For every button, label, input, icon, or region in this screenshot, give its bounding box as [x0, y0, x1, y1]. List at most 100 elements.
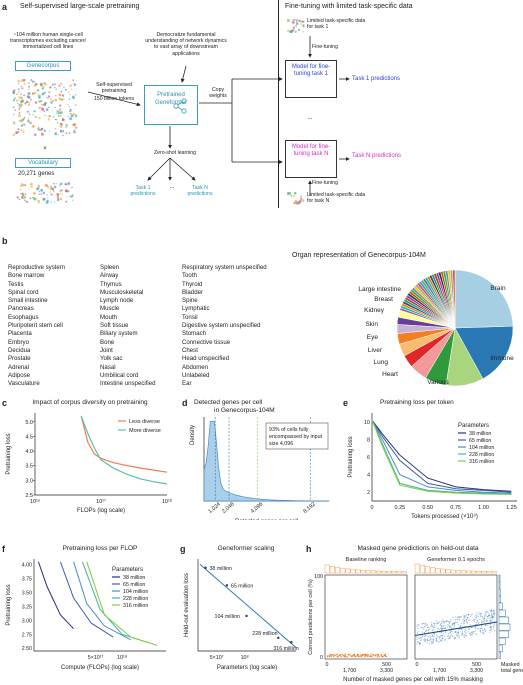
- umap-dot: [59, 197, 63, 201]
- h-right-point: [481, 628, 483, 630]
- h-right-point: [438, 638, 440, 640]
- umap-dot: [61, 94, 65, 97]
- organ-item: Umbilical cord: [100, 371, 139, 379]
- h-right-point: [429, 638, 431, 640]
- h-right-point: [437, 627, 439, 630]
- h-right-point: [422, 623, 424, 625]
- h-left-point: [331, 654, 333, 656]
- h-right-point: [455, 633, 457, 635]
- h-right-point: [462, 621, 464, 623]
- umap-dot: [292, 26, 295, 29]
- h-top-hist-bar: [476, 571, 482, 574]
- umap-dot: [39, 82, 43, 86]
- h-left-point: [360, 655, 362, 657]
- h-left-point: [326, 656, 328, 658]
- model-task1-box: Model for fine-tuning task 1: [285, 60, 337, 98]
- h-right-point: [432, 640, 434, 642]
- h-right-point: [486, 619, 488, 621]
- g-point: [277, 636, 280, 640]
- h-right-point: [469, 628, 471, 630]
- h-top-hist-bar: [466, 570, 472, 574]
- h-top-hist-bar: [329, 566, 335, 574]
- h-left-point: [328, 655, 331, 657]
- h-top-hist-bar: [425, 566, 431, 574]
- h-right-point: [463, 622, 465, 624]
- umap-dot: [27, 188, 30, 190]
- h-right-point: [432, 633, 435, 635]
- h-top-hist-bar: [365, 570, 371, 574]
- h-right-point: [441, 635, 444, 637]
- h-right-point: [484, 615, 486, 617]
- umap-dot: [289, 194, 292, 197]
- h-right-point: [480, 630, 482, 632]
- h-right-point: [486, 615, 488, 618]
- h-side-hist-bar: [498, 581, 501, 589]
- taskN-predictions: Task N predictions: [352, 153, 402, 159]
- h-right-point: [426, 626, 429, 628]
- h-left-point: [343, 656, 345, 658]
- limited-taskN: Limited task-specific data for task N: [307, 192, 366, 205]
- h-right-point: [475, 615, 478, 617]
- limited-task1: Limited task-specific data for task 1: [307, 18, 366, 31]
- umap-dot: [64, 183, 67, 186]
- organ-item: Testis: [8, 280, 24, 288]
- h-right-point: [454, 631, 456, 633]
- h-right-point: [492, 616, 494, 618]
- umap-dot: [295, 22, 299, 26]
- h-right-point: [482, 629, 484, 631]
- umap-dot: [17, 83, 20, 85]
- h-left-point: [384, 655, 386, 657]
- h-right-point: [419, 642, 421, 644]
- h-top-hist-bar: [401, 571, 407, 574]
- pie-label-liver: Liver: [368, 347, 383, 354]
- h-right-point: [465, 635, 467, 637]
- h-right-point: [481, 620, 484, 622]
- umap-dot: [61, 118, 65, 122]
- h-right-point: [492, 616, 494, 618]
- h-right-point: [440, 624, 442, 626]
- umap-dot: [302, 20, 305, 23]
- umap-dot: [71, 186, 73, 189]
- h-right-point: [444, 620, 447, 622]
- h-right-point: [492, 613, 494, 615]
- umap-dot: [18, 107, 20, 109]
- h-right-point: [464, 628, 466, 630]
- h-right-point: [449, 625, 451, 628]
- h-right-point: [473, 631, 475, 633]
- h-left-point: [382, 655, 384, 657]
- h-right-point: [491, 616, 493, 618]
- umap-dot: [31, 92, 35, 95]
- umap-dot: [32, 113, 34, 116]
- h-right-point: [493, 615, 495, 617]
- h-right-point: [431, 642, 433, 644]
- h-right-point: [441, 628, 443, 630]
- umap-dot: [13, 121, 15, 124]
- h-right-point: [487, 624, 489, 626]
- umap-dot: [23, 123, 26, 126]
- genecorpus-box: Genecorpus: [15, 61, 71, 71]
- umap-dot: [22, 78, 26, 82]
- g-title: Geneformer scaling: [218, 545, 275, 552]
- h-right-point: [468, 614, 470, 616]
- umap-dot: [33, 192, 36, 195]
- umap-dot: [18, 198, 21, 201]
- h-right-point: [441, 629, 443, 631]
- umap-dot: [21, 183, 23, 185]
- h-left-point: [361, 654, 363, 656]
- umap-dot: [38, 116, 41, 120]
- umap-dot: [22, 194, 25, 197]
- h-right-point: [475, 621, 477, 624]
- h-right-point: [490, 610, 492, 612]
- umap-dot: [14, 109, 17, 111]
- umap-dot: [51, 109, 53, 111]
- h-right-point: [425, 634, 427, 637]
- h-left-point: [381, 653, 383, 656]
- umap-dot: [69, 117, 72, 121]
- h-right-point: [470, 634, 472, 636]
- h-right-point: [431, 642, 433, 644]
- h-left-point: [385, 656, 388, 658]
- h-right-point: [490, 623, 492, 626]
- organ-item: Stomach: [182, 330, 207, 338]
- h-right-point: [469, 632, 471, 634]
- umap-dot: [287, 19, 290, 22]
